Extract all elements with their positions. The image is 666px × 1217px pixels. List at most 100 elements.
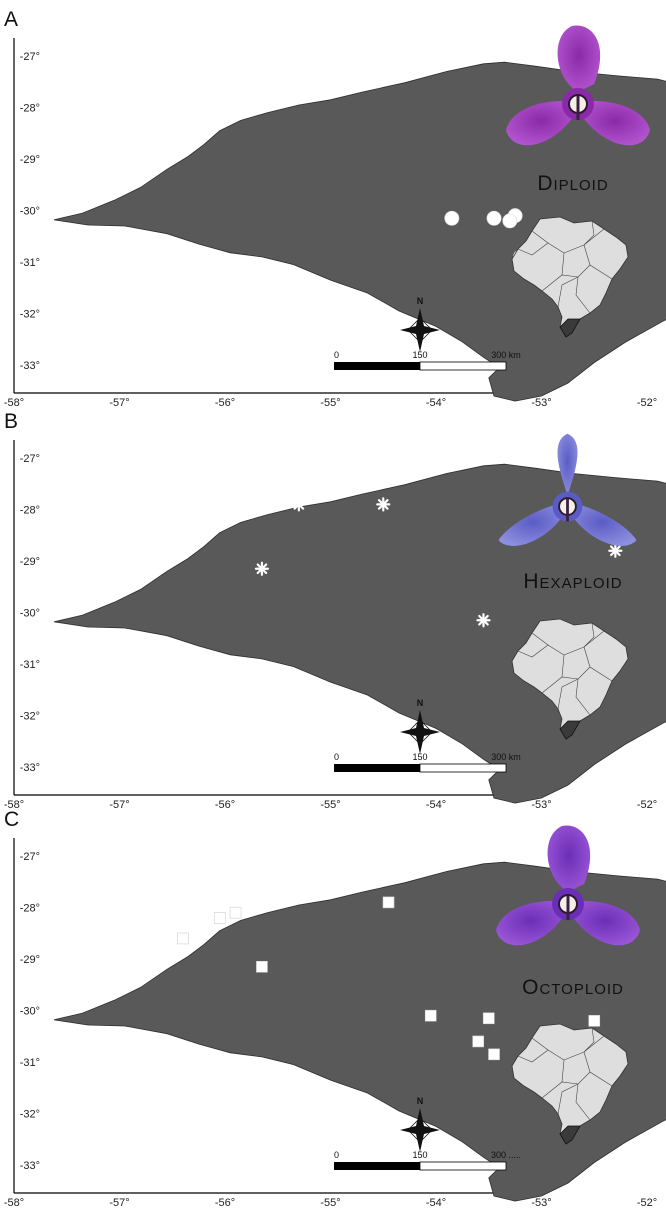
lat-tick-label: -29° bbox=[20, 154, 40, 166]
scale-label-0: 0 bbox=[334, 752, 339, 762]
scale-label-300: 300 ..... bbox=[491, 1150, 521, 1160]
flower-diploid-image bbox=[498, 22, 658, 177]
lon-tick-label: -52° bbox=[637, 799, 657, 811]
lon-tick-label: -57° bbox=[109, 799, 129, 811]
lat-tick-label: -28° bbox=[20, 505, 40, 517]
map-c: -27° -28° -29° -30° -31° -32° -33° -58° -57° -56°… bbox=[4, 838, 666, 1209]
lon-tick-label: -54° bbox=[426, 1197, 446, 1209]
scale-bar-white bbox=[419, 361, 507, 371]
north-arrow-icon bbox=[400, 710, 440, 754]
lat-tick-label: -31° bbox=[20, 257, 40, 269]
brazil-inset-map bbox=[508, 215, 632, 348]
lon-tick-label: -55° bbox=[320, 1197, 340, 1209]
lat-tick-label: -29° bbox=[20, 556, 40, 568]
north-arrow-icon bbox=[400, 308, 440, 352]
lon-tick-label: -54° bbox=[426, 397, 446, 409]
lat-tick-label: -33° bbox=[20, 1160, 40, 1172]
panel-letter: A bbox=[4, 8, 19, 31]
locality-marker-square bbox=[229, 906, 242, 919]
locality-marker-circle bbox=[502, 213, 518, 229]
locality-marker-square bbox=[213, 912, 226, 924]
flower-hexaploid-image bbox=[480, 430, 655, 575]
lat-tick-label: -32° bbox=[20, 711, 40, 723]
locality-marker-square bbox=[488, 1048, 500, 1061]
locality-marker-asterisk bbox=[476, 613, 491, 628]
north-label: N bbox=[417, 296, 424, 306]
scale-label-150: 150 bbox=[412, 752, 427, 762]
lat-tick-label: -31° bbox=[20, 1057, 40, 1069]
north-label: N bbox=[417, 698, 424, 708]
ploidy-label: Diploid bbox=[537, 172, 609, 195]
lat-tick-label: -31° bbox=[20, 659, 40, 671]
scale-bar-black bbox=[334, 764, 420, 772]
scale-label-150: 150 bbox=[412, 1150, 427, 1160]
scale-bar-white bbox=[419, 763, 507, 773]
locality-marker-square bbox=[382, 896, 395, 909]
north-arrow-icon bbox=[400, 1108, 440, 1152]
locality-marker-square bbox=[588, 1015, 601, 1027]
lat-tick-label: -30° bbox=[20, 206, 40, 218]
state-outline-shape bbox=[54, 61, 666, 402]
lon-tick-label: -56° bbox=[215, 799, 235, 811]
locality-marker-asterisk bbox=[228, 507, 243, 522]
lon-tick-label: -52° bbox=[637, 397, 657, 409]
scale-label-300: 300 km bbox=[491, 350, 521, 360]
panel-letter: C bbox=[4, 808, 20, 831]
locality-marker-asterisk bbox=[291, 497, 306, 512]
locality-marker-square bbox=[472, 1035, 485, 1048]
panel-letter: B bbox=[4, 410, 19, 433]
lon-tick-label: -53° bbox=[531, 397, 551, 409]
locality-marker-asterisk bbox=[376, 497, 391, 512]
lon-tick-label: -58° bbox=[4, 799, 24, 811]
lon-tick-label: -57° bbox=[109, 397, 129, 409]
lat-tick-label: -33° bbox=[20, 762, 40, 774]
scale-bar-black bbox=[334, 362, 420, 370]
panel-c: -27° -28° -29° -30° -31° -32° -33° -58° -57° -56°… bbox=[0, 808, 666, 1210]
locality-marker-square bbox=[256, 960, 268, 973]
lat-tick-label: -29° bbox=[20, 954, 40, 966]
lon-tick-label: -55° bbox=[320, 397, 340, 409]
lat-tick-label: -27° bbox=[20, 851, 40, 863]
scale-label-0: 0 bbox=[334, 1150, 339, 1160]
lat-tick-label: -33° bbox=[20, 360, 40, 372]
state-outline-shape bbox=[54, 463, 666, 804]
locality-marker-asterisk bbox=[608, 543, 623, 558]
lon-tick-label: -52° bbox=[637, 1197, 657, 1209]
lon-tick-label: -56° bbox=[215, 397, 235, 409]
lat-tick-label: -27° bbox=[20, 51, 40, 63]
lon-tick-label: -57° bbox=[109, 1197, 129, 1209]
lat-tick-label: -32° bbox=[20, 309, 40, 321]
brazil-inset-map bbox=[508, 617, 632, 750]
lat-tick-label: -32° bbox=[20, 1109, 40, 1121]
lat-tick-label: -30° bbox=[20, 608, 40, 620]
ploidy-label: Hexaploid bbox=[523, 570, 623, 593]
scale-label-300: 300 km bbox=[491, 752, 521, 762]
map-b: -27° -28° -29° -30° -31° -32° -33° -58° -57° -56°… bbox=[4, 440, 666, 811]
locality-marker-asterisk bbox=[254, 561, 270, 576]
lon-tick-label: -53° bbox=[531, 799, 551, 811]
locality-marker-square bbox=[482, 1012, 495, 1025]
lat-tick-label: -27° bbox=[20, 453, 40, 465]
locality-marker-circle bbox=[444, 210, 460, 226]
locality-marker-asterisk bbox=[175, 535, 190, 551]
brazil-inset-map bbox=[508, 1022, 632, 1155]
scale-label-150: 150 bbox=[412, 350, 427, 360]
panel-a: -27° -28° -29° -30° -31° -32° -33° -58° -57° -56°… bbox=[0, 8, 666, 410]
lon-tick-label: -58° bbox=[4, 1197, 24, 1209]
lon-tick-label: -53° bbox=[531, 1197, 551, 1209]
scale-bar-black bbox=[334, 1162, 420, 1170]
north-label: N bbox=[417, 1096, 424, 1106]
lon-tick-label: -58° bbox=[4, 397, 24, 409]
panel-b: -27° -28° -29° -30° -31° -32° -33° -58° -57° -56°… bbox=[0, 410, 666, 812]
lat-tick-label: -30° bbox=[20, 1006, 40, 1018]
lon-tick-label: -54° bbox=[426, 799, 446, 811]
flower-octoploid-image bbox=[488, 822, 648, 977]
locality-marker-circle bbox=[486, 210, 502, 226]
scale-bar-white bbox=[419, 1161, 507, 1171]
locality-marker-square bbox=[177, 932, 189, 945]
lat-tick-label: -28° bbox=[20, 903, 40, 915]
lon-tick-label: -56° bbox=[215, 1197, 235, 1209]
lon-tick-label: -55° bbox=[320, 799, 340, 811]
map-a: -27° -28° -29° -30° -31° -32° -33° -58° -57° -56°… bbox=[4, 38, 666, 409]
locality-marker-square bbox=[424, 1009, 437, 1022]
